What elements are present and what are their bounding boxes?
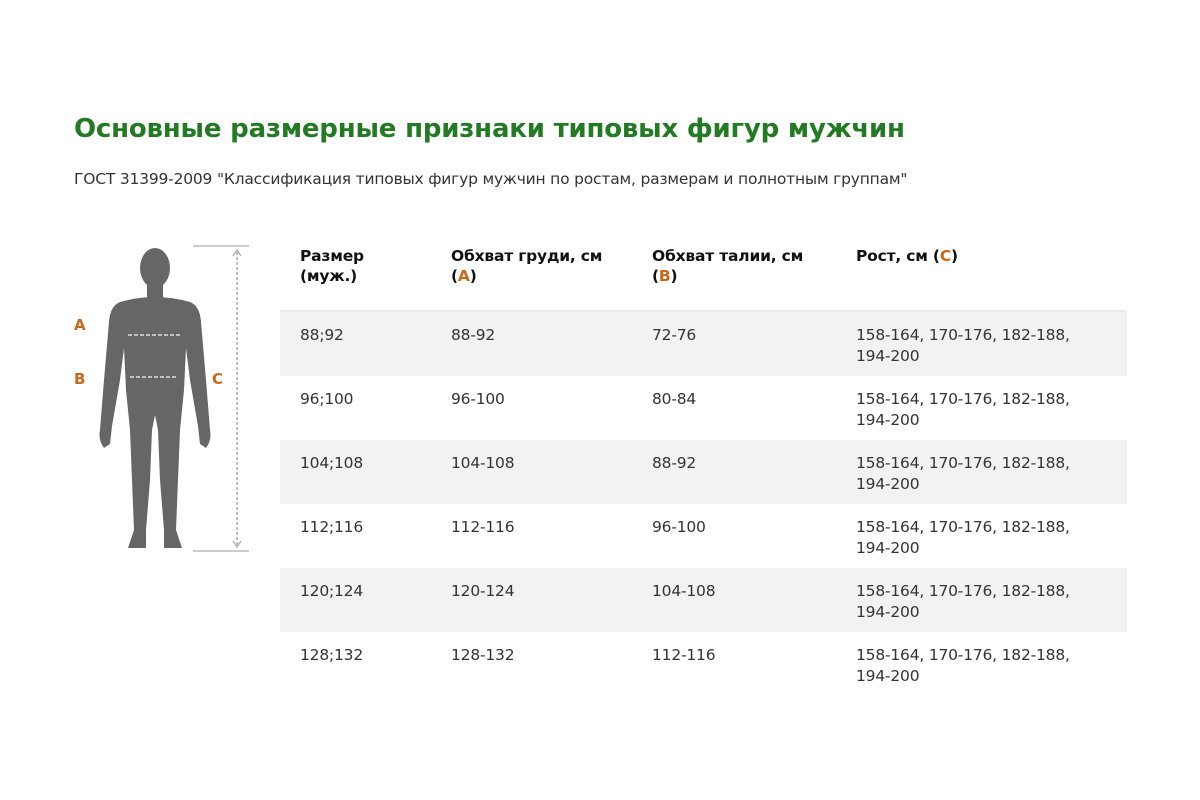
- chest-cell: 112-116: [451, 518, 515, 536]
- table-header-row: Размер (муж.) Обхват груди, см (A) Обхват…: [280, 236, 1127, 312]
- size-cell: 120;124: [280, 568, 431, 632]
- size-cell: 88;92: [280, 311, 431, 376]
- header-text: Обхват талии, см: [652, 247, 804, 265]
- waist-cell: 80-84: [652, 390, 697, 408]
- height-cell: 158-164, 170-176, 182-188, 194-200: [856, 518, 1070, 557]
- male-silhouette-icon: [99, 245, 249, 552]
- header-text: Рост, см: [856, 247, 928, 265]
- header-marker: C: [939, 247, 952, 265]
- chest-cell: 128-132: [451, 646, 515, 664]
- header-text: Размер (муж.): [300, 247, 364, 285]
- waist-cell: 96-100: [652, 518, 706, 536]
- header-marker: B: [658, 267, 671, 285]
- label-c: C: [212, 370, 224, 388]
- page-title: Основные размерные признаки типовых фигу…: [74, 114, 905, 144]
- chest-cell: 120-124: [431, 568, 632, 632]
- chest-cell: 96-100: [451, 390, 505, 408]
- size-cell: 104;108: [280, 440, 431, 504]
- table-row: 128;132 128-132 112-116 158-164, 170-176, 1…: [280, 632, 1127, 696]
- waist-cell: 112-116: [652, 646, 716, 664]
- height-cell: 158-164, 170-176, 182-188, 194-200: [836, 311, 1127, 376]
- body-measurement-figure: A B C: [60, 230, 270, 570]
- height-cell: 158-164, 170-176, 182-188, 194-200: [836, 440, 1127, 504]
- header-height: Рост, см (C): [836, 236, 1127, 312]
- size-table: Размер (муж.) Обхват груди, см (A) Обхват…: [280, 236, 1127, 696]
- waist-cell: 88-92: [632, 440, 836, 504]
- table-row: 120;124 120-124 104-108 158-164, 170-176, 1…: [280, 568, 1127, 632]
- header-size: Размер (муж.): [280, 236, 431, 312]
- height-cell: 158-164, 170-176, 182-188, 194-200: [836, 568, 1127, 632]
- header-marker: A: [457, 267, 470, 285]
- table-row: 88;92 88-92 72-76 158-164, 170-176, 182-188…: [280, 311, 1127, 376]
- waist-cell: 104-108: [632, 568, 836, 632]
- table-row: 104;108 104-108 88-92 158-164, 170-176, 182…: [280, 440, 1127, 504]
- size-cell: 96;100: [300, 390, 354, 408]
- label-b: B: [74, 370, 86, 388]
- height-cell: 158-164, 170-176, 182-188, 194-200: [856, 646, 1070, 685]
- size-cell: 112;116: [300, 518, 363, 536]
- chest-cell: 104-108: [431, 440, 632, 504]
- height-cell: 158-164, 170-176, 182-188, 194-200: [856, 390, 1070, 429]
- page-subtitle: ГОСТ 31399-2009 "Классификация типовых ф…: [74, 170, 908, 188]
- table-row: 96;100 96-100 80-84 158-164, 170-176, 182-1…: [280, 376, 1127, 440]
- label-a: A: [74, 316, 86, 334]
- header-text: Обхват груди, см: [451, 247, 603, 265]
- chest-cell: 88-92: [431, 311, 632, 376]
- size-cell: 128;132: [300, 646, 363, 664]
- table-row: 112;116 112-116 96-100 158-164, 170-176, 18…: [280, 504, 1127, 568]
- header-waist: Обхват талии, см (B): [632, 236, 836, 312]
- header-chest: Обхват груди, см (A): [431, 236, 632, 312]
- waist-cell: 72-76: [632, 311, 836, 376]
